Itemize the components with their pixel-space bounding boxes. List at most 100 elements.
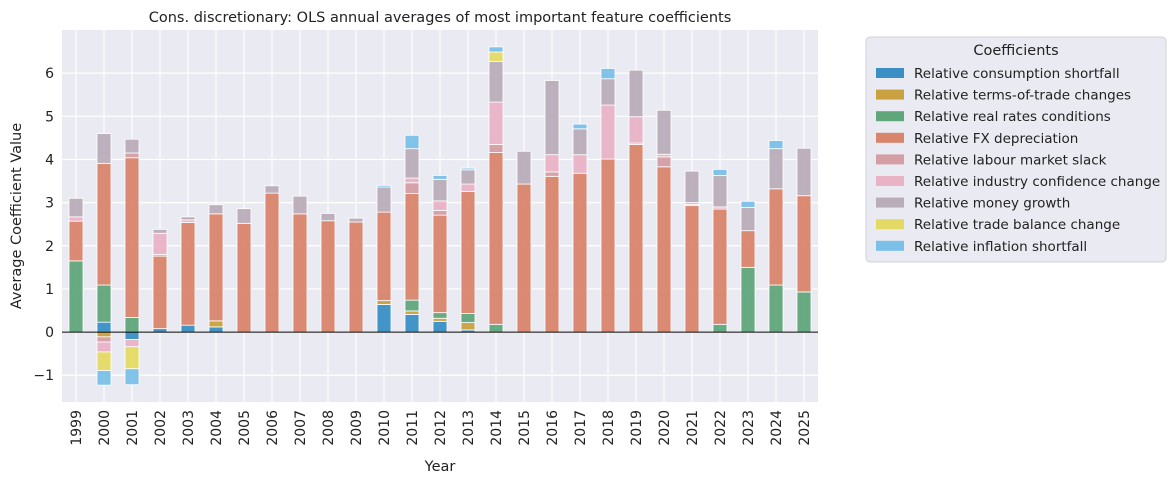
bar-segment-2013-s3 xyxy=(460,191,476,314)
y-tick-labels: −1 0 1 2 3 4 5 6 xyxy=(33,66,54,384)
y-tick-label: 3 xyxy=(45,196,54,212)
bar-segment-2012-s3 xyxy=(432,214,448,314)
bar-segment-2012-s5 xyxy=(432,200,448,211)
bar-segment-1999-s2 xyxy=(68,260,84,333)
y-tick-label: 1 xyxy=(45,282,54,298)
bar-segment-2019-s5 xyxy=(628,116,644,144)
x-tick-label: 2008 xyxy=(321,410,337,446)
bar-segment-2020-s6 xyxy=(656,109,672,155)
x-tick-label: 1999 xyxy=(69,410,85,446)
bar-segment-2003-s6 xyxy=(180,216,196,221)
bar-segment-2014-s8 xyxy=(488,46,504,53)
bar-segment-2025-s2 xyxy=(796,291,812,333)
x-tick-label: 2015 xyxy=(517,410,533,446)
bar-segment-2002-s6 xyxy=(152,228,168,234)
bar-segment-2010-s6 xyxy=(376,186,392,213)
bar-segment-2001-s0 xyxy=(124,331,140,340)
x-tick-label: 2018 xyxy=(601,410,617,446)
bar-segment-2013-s2 xyxy=(460,313,476,323)
y-tick-label: 0 xyxy=(45,325,54,341)
bars xyxy=(68,46,812,386)
chart-title: Cons. discretionary: OLS annual averages… xyxy=(149,10,732,26)
bar-segment-2017-s8 xyxy=(572,123,588,130)
bar-segment-2005-s6 xyxy=(236,208,252,224)
bar-segment-2024-s8 xyxy=(768,140,784,150)
bar-segment-2016-s5 xyxy=(544,154,560,173)
bar-segment-2001-s8 xyxy=(124,368,140,386)
bar-segment-2000-s0 xyxy=(96,321,112,333)
bar-segment-2009-s3 xyxy=(348,221,364,333)
x-tick-labels: 1999 2000 2001 2002 2003 2004 2005 2006 2007 2008… xyxy=(69,410,813,446)
y-axis-label: Average Coefficient Value xyxy=(9,123,25,309)
bar-segment-2012-s2 xyxy=(432,312,448,319)
bar-segment-2013-s5 xyxy=(460,183,476,192)
legend-title: Coefficients xyxy=(973,43,1058,59)
legend-swatch xyxy=(876,111,904,122)
legend-swatch xyxy=(876,68,904,78)
y-tick-label: 2 xyxy=(45,239,54,255)
bar-segment-2001-s2 xyxy=(124,317,140,333)
x-tick-label: 2016 xyxy=(545,410,561,446)
bar-segment-2000-s3 xyxy=(96,162,112,286)
x-tick-label: 2009 xyxy=(349,410,365,446)
legend-label: Relative inflation shortfall xyxy=(914,239,1087,255)
bar-segment-2010-s1 xyxy=(376,300,392,305)
bar-segment-1999-s6 xyxy=(68,197,84,218)
bar-segment-2009-s6 xyxy=(348,217,364,223)
bar-segment-2011-s6 xyxy=(404,148,420,179)
x-tick-label: 2021 xyxy=(685,410,701,446)
legend-swatch xyxy=(876,219,904,230)
bar-segment-2022-s8 xyxy=(712,168,728,176)
bar-segment-2000-s8 xyxy=(96,370,112,386)
bar-segment-2001-s3 xyxy=(124,157,140,318)
x-tick-label: 2012 xyxy=(433,410,449,446)
bar-segment-2017-s6 xyxy=(572,128,588,156)
bar-segment-2000-s6 xyxy=(96,133,112,164)
x-axis-label: Year xyxy=(424,459,456,475)
bar-segment-2001-s5 xyxy=(124,339,140,348)
x-tick-label: 2024 xyxy=(769,410,785,446)
bar-segment-2008-s3 xyxy=(320,220,336,333)
bar-segment-2002-s3 xyxy=(152,255,168,330)
legend-swatch xyxy=(876,132,904,143)
bar-segment-2023-s2 xyxy=(740,266,756,333)
bar-segment-2013-s8 xyxy=(460,167,476,171)
bar-segment-2010-s8 xyxy=(376,184,392,188)
bar-segment-2014-s6 xyxy=(488,61,504,103)
bar-segment-2025-s3 xyxy=(796,195,812,293)
bar-segment-2019-s6 xyxy=(628,69,644,118)
x-tick-label: 2005 xyxy=(237,410,253,446)
bar-segment-2014-s5 xyxy=(488,101,504,145)
bar-segment-2025-s6 xyxy=(796,147,812,197)
bar-segment-2011-s5 xyxy=(404,177,420,184)
bar-segment-2004-s3 xyxy=(208,213,224,322)
x-tick-label: 2007 xyxy=(293,410,309,446)
legend-swatch xyxy=(876,176,904,186)
legend-label: Relative terms-of-trade changes xyxy=(914,88,1131,104)
bar-segment-2000-s5 xyxy=(96,341,112,353)
x-tick-label: 2014 xyxy=(489,410,505,446)
bar-segment-2016-s4 xyxy=(544,171,560,177)
bar-segment-2020-s3 xyxy=(656,166,672,333)
legend-label: Relative money growth xyxy=(914,196,1070,212)
bar-segment-2020-s4 xyxy=(656,156,672,168)
x-tick-label: 2019 xyxy=(629,410,645,446)
bar-segment-2014-s7 xyxy=(488,51,504,62)
bar-segment-2021-s6 xyxy=(684,170,700,204)
x-tick-label: 2013 xyxy=(461,410,477,446)
bar-segment-2018-s5 xyxy=(600,104,616,160)
bar-segment-2012-s1 xyxy=(432,317,448,322)
bar-segment-2018-s8 xyxy=(600,68,616,80)
legend-label: Relative industry confidence change xyxy=(914,174,1160,190)
bar-segment-2001-s7 xyxy=(124,346,140,370)
bar-segment-2022-s3 xyxy=(712,208,728,325)
bar-segment-2015-s6 xyxy=(516,150,532,185)
legend-label: Relative FX depreciation xyxy=(914,131,1078,147)
x-tick-label: 2025 xyxy=(797,410,813,446)
y-tick-label: 5 xyxy=(45,109,54,125)
bar-segment-1999-s3 xyxy=(68,220,84,262)
bar-segment-2007-s6 xyxy=(292,195,308,215)
bar-segment-2003-s3 xyxy=(180,222,196,326)
bar-segment-2014-s4 xyxy=(488,143,504,153)
